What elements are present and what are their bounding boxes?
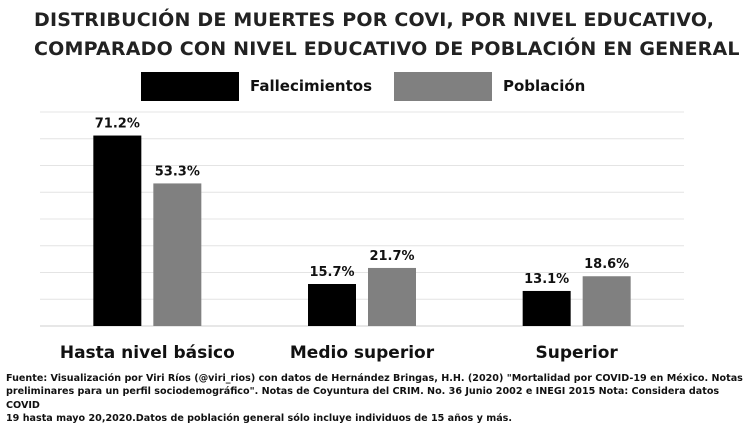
chart-title-line-1: DISTRIBUCIÓN DE MUERTES POR COVI, POR NI… xyxy=(34,9,715,31)
data-label-poblacion-0: 53.3% xyxy=(155,164,200,179)
data-label-poblacion-2: 18.6% xyxy=(584,257,629,272)
legend-swatch-fallecimientos xyxy=(141,72,239,101)
chart-title-line-2: COMPARADO CON NIVEL EDUCATIVO DE POBLACI… xyxy=(34,38,740,60)
bar-fallecimientos-2 xyxy=(522,290,571,326)
data-label-fallecimientos-1: 15.7% xyxy=(309,265,354,280)
chart-plot-area: 71.2% 53.3% Hasta nivel básico 15.7% 21.7% Me… xyxy=(40,111,684,363)
bar-fallecimientos-1 xyxy=(308,284,356,326)
category-label-2: Superior xyxy=(536,343,619,363)
chart-legend: Fallecimientos Población xyxy=(0,72,750,102)
bar-poblacion-2 xyxy=(582,276,631,326)
source-line-3: 19 hasta mayo 20,2020.Datos de población… xyxy=(6,413,513,425)
bar-fallecimientos-0 xyxy=(93,135,142,326)
category-label-1: Medio superior xyxy=(290,343,435,363)
bar-poblacion-0 xyxy=(153,183,202,326)
data-label-fallecimientos-0: 71.2% xyxy=(95,117,140,132)
category-label-0: Hasta nivel básico xyxy=(60,343,235,363)
source-note: Fuente: Visualización por Viri Ríos (@vi… xyxy=(6,372,744,426)
chart-title: DISTRIBUCIÓN DE MUERTES POR COVI, POR NI… xyxy=(34,6,740,64)
source-line-2: preliminares para un perfil sociodemográ… xyxy=(6,386,720,411)
source-line-1: Fuente: Visualización por Viri Ríos (@vi… xyxy=(6,373,743,384)
legend-swatch-poblacion xyxy=(394,72,492,101)
bar-poblacion-1 xyxy=(368,267,416,326)
legend-label-poblacion: Población xyxy=(503,77,586,95)
data-label-poblacion-1: 21.7% xyxy=(369,249,414,264)
data-label-fallecimientos-2: 13.1% xyxy=(524,272,569,287)
legend-label-fallecimientos: Fallecimientos xyxy=(250,77,373,95)
